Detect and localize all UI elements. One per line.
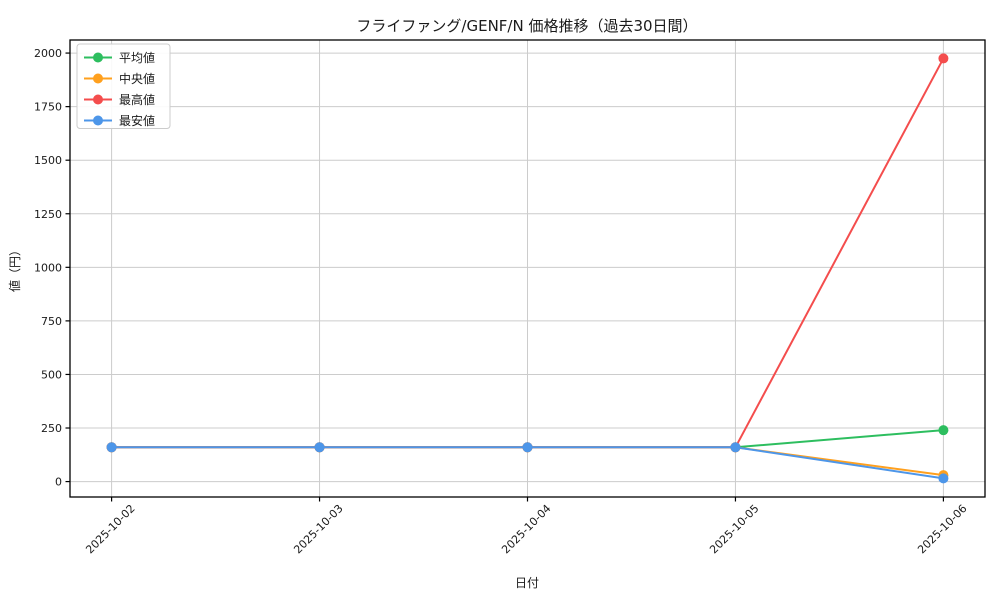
legend-item-max: 最高値 [84, 92, 155, 107]
legend-box [76, 43, 171, 129]
legend-label-median: 中央値 [119, 71, 155, 86]
legend-marker-average [93, 52, 103, 63]
legend-label-min: 最安値 [119, 113, 155, 128]
x-tick-label: 2025-10-03 [291, 502, 345, 556]
x-tick-label: 2025-10-05 [707, 502, 761, 556]
y-axis-label: 値（円） [7, 244, 22, 292]
y-tick-label: 0 [55, 476, 62, 489]
legend-label-average: 平均値 [119, 50, 155, 65]
series-min-marker [730, 442, 741, 453]
series-min [106, 442, 949, 484]
x-tick-label: 2025-10-06 [915, 502, 969, 556]
legend-item-min: 最安値 [84, 113, 155, 128]
y-tick-label: 1750 [34, 101, 62, 114]
y-tick-label: 500 [41, 368, 62, 381]
y-tick-label: 1250 [34, 208, 62, 221]
legend-marker-min [93, 115, 103, 126]
y-tick-label: 1500 [34, 154, 62, 167]
series-min-marker [106, 442, 117, 453]
plot-border [69, 39, 986, 498]
y-tick-label: 2000 [34, 47, 62, 60]
y-tick-label: 750 [41, 315, 62, 328]
legend-label-max: 最高値 [119, 92, 155, 107]
series-average-marker [938, 425, 949, 436]
y-tick-label: 250 [41, 422, 62, 435]
legend-item-average: 平均値 [84, 50, 155, 65]
axes-layer: 0 250 500 750 1000 1250 1500 1750 2000 2025-10-02… [34, 39, 986, 556]
series-min-marker [314, 442, 325, 453]
series-max-marker [938, 53, 949, 64]
series-min-marker [938, 473, 949, 484]
y-tick-label: 1000 [34, 261, 62, 274]
grid-layer [70, 40, 985, 497]
legend-marker-median [93, 73, 103, 84]
chart-title: フライファング/GENF/N 価格推移（過去30日間） [356, 17, 697, 35]
x-tick-label: 2025-10-04 [499, 502, 553, 556]
legend-item-median: 中央値 [84, 71, 155, 86]
legend-marker-max [93, 94, 103, 105]
series-min-marker [522, 442, 533, 453]
x-tick-label: 2025-10-02 [83, 502, 137, 556]
series-layer [106, 53, 949, 484]
x-axis-label: 日付 [515, 576, 539, 590]
